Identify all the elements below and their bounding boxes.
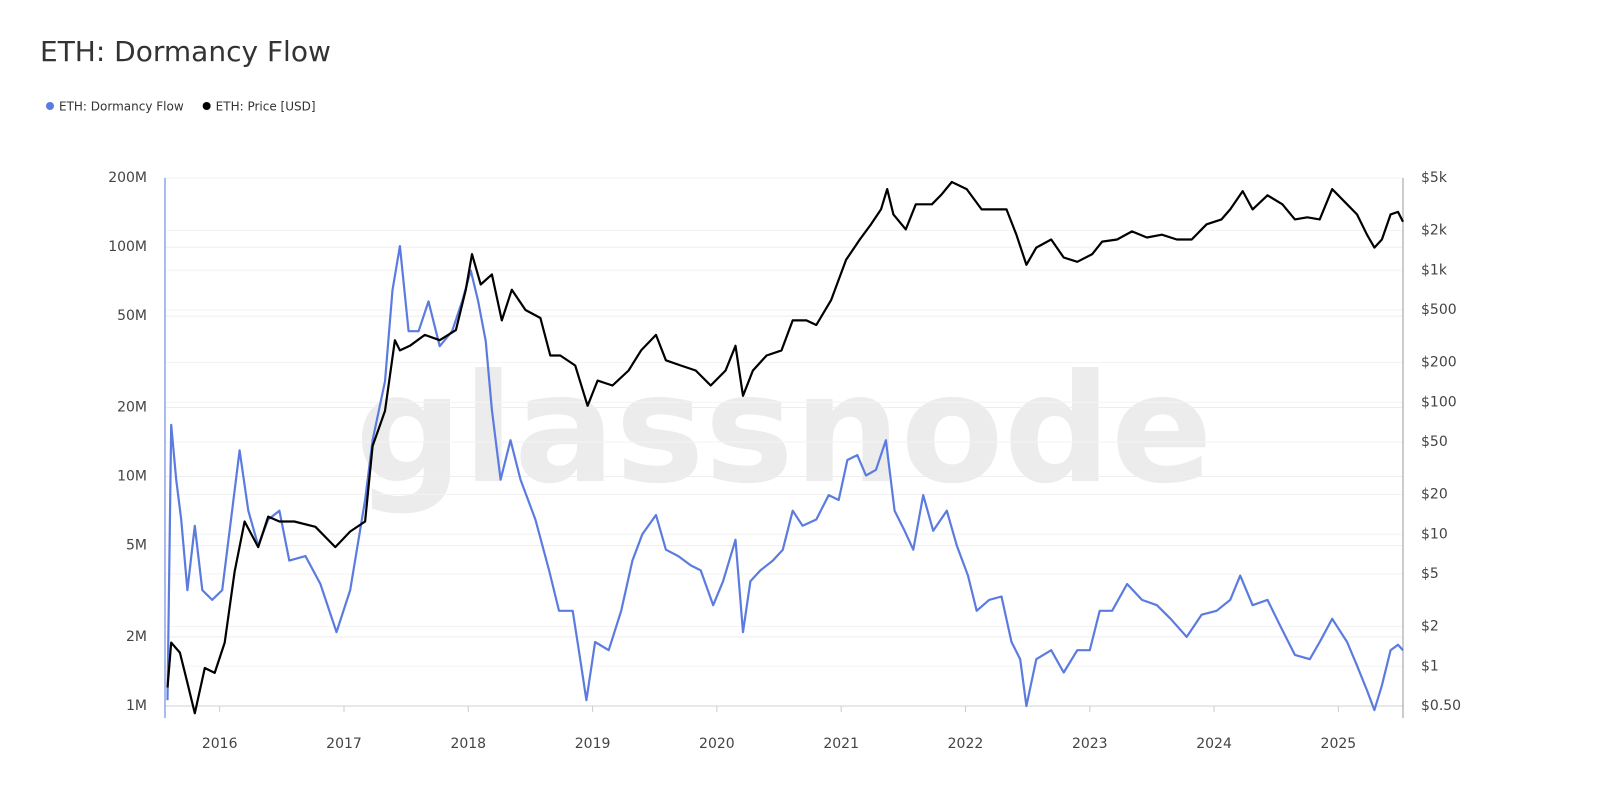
legend-marker [46,102,54,110]
y-tick-label: 50M [117,308,147,324]
y2-tick-label: $1k [1421,262,1448,278]
legend-marker [202,102,211,110]
y2-tick-label: $1 [1421,658,1439,674]
y-tick-label: 10M [117,469,147,485]
y2-tick-label: $100 [1421,394,1457,410]
x-tick-label: 2017 [326,736,362,752]
y2-tick-label: $5k [1421,170,1448,186]
y2-tick-label: $2 [1421,619,1439,635]
y2-tick-label: $5 [1421,566,1439,582]
y-tick-label: 200M [108,170,147,186]
y-tick-label: 2M [126,629,147,645]
x-tick-label: 2021 [823,736,859,752]
watermark: glassnode [355,343,1213,517]
x-tick-label: 2016 [202,736,238,752]
x-tick-label: 2024 [1196,736,1232,752]
legend-label: ETH: Dormancy Flow [59,100,184,114]
y-tick-label: 20M [117,399,147,415]
x-tick-label: 2020 [699,736,735,752]
y-tick-label: 1M [126,698,147,714]
x-tick-label: 2022 [948,736,984,752]
y2-tick-label: $2k [1421,223,1448,239]
legend-label: ETH: Price [USD] [216,100,316,114]
x-tick-label: 2019 [575,736,611,752]
x-tick-label: 2025 [1321,736,1357,752]
y2-tick-label: $20 [1421,487,1448,503]
y-tick-label: 5M [126,538,147,554]
y2-tick-label: $10 [1421,526,1448,542]
series-line [166,245,1404,712]
y-tick-label: 100M [108,239,147,255]
x-tick-label: 2023 [1072,736,1108,752]
y2-tick-label: $200 [1421,355,1457,371]
chart-title: ETH: Dormancy Flow [40,35,331,68]
y2-tick-label: $500 [1421,302,1457,318]
x-tick-label: 2018 [450,736,486,752]
y2-tick-label: $50 [1421,434,1448,450]
y2-tick-label: $0.50 [1421,698,1461,714]
series-line [166,180,1404,715]
